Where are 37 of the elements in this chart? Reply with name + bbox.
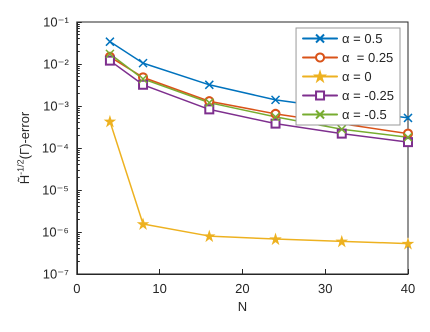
x-axis-title: N <box>238 298 248 314</box>
point <box>270 112 280 122</box>
legend-label: α = 0.25 <box>342 50 394 65</box>
y-tick-label: 10⁻⁶ <box>42 224 69 240</box>
point <box>337 124 347 134</box>
y-tick-label: 10⁻² <box>43 56 70 72</box>
point <box>403 238 413 248</box>
point <box>270 234 280 244</box>
y-tick-label: 10⁻³ <box>43 98 70 114</box>
point <box>204 231 214 241</box>
legend-label: α = -0.5 <box>342 107 387 122</box>
point <box>138 219 148 229</box>
legend-label: α = 0 <box>342 69 372 84</box>
point <box>204 80 214 90</box>
point <box>105 36 115 46</box>
y-tick-label: 10⁻⁷ <box>42 266 70 282</box>
y-axis-title: H̃-1/2(Γ)-error <box>16 111 32 184</box>
x-tick-label: 20 <box>235 281 250 296</box>
point <box>270 95 280 105</box>
legend-label: α = 0.5 <box>342 31 382 46</box>
point <box>403 113 413 123</box>
x-tick-label: 10 <box>152 281 167 296</box>
y-tick-label: 10⁻⁴ <box>42 140 69 156</box>
x-tick-label: 40 <box>400 281 416 296</box>
point <box>337 236 347 246</box>
x-tick-label: 30 <box>318 281 332 296</box>
x-tick-label: 0 <box>73 281 80 296</box>
point <box>105 49 115 59</box>
legend-label: α = -0.25 <box>342 88 394 103</box>
point <box>204 104 214 114</box>
point <box>270 118 281 129</box>
point <box>104 56 115 66</box>
point <box>403 132 413 142</box>
y-tick-label: 10⁻⁵ <box>42 182 69 198</box>
y-tick-label: 10⁻¹ <box>43 14 70 30</box>
point <box>138 58 148 68</box>
point <box>105 116 115 126</box>
